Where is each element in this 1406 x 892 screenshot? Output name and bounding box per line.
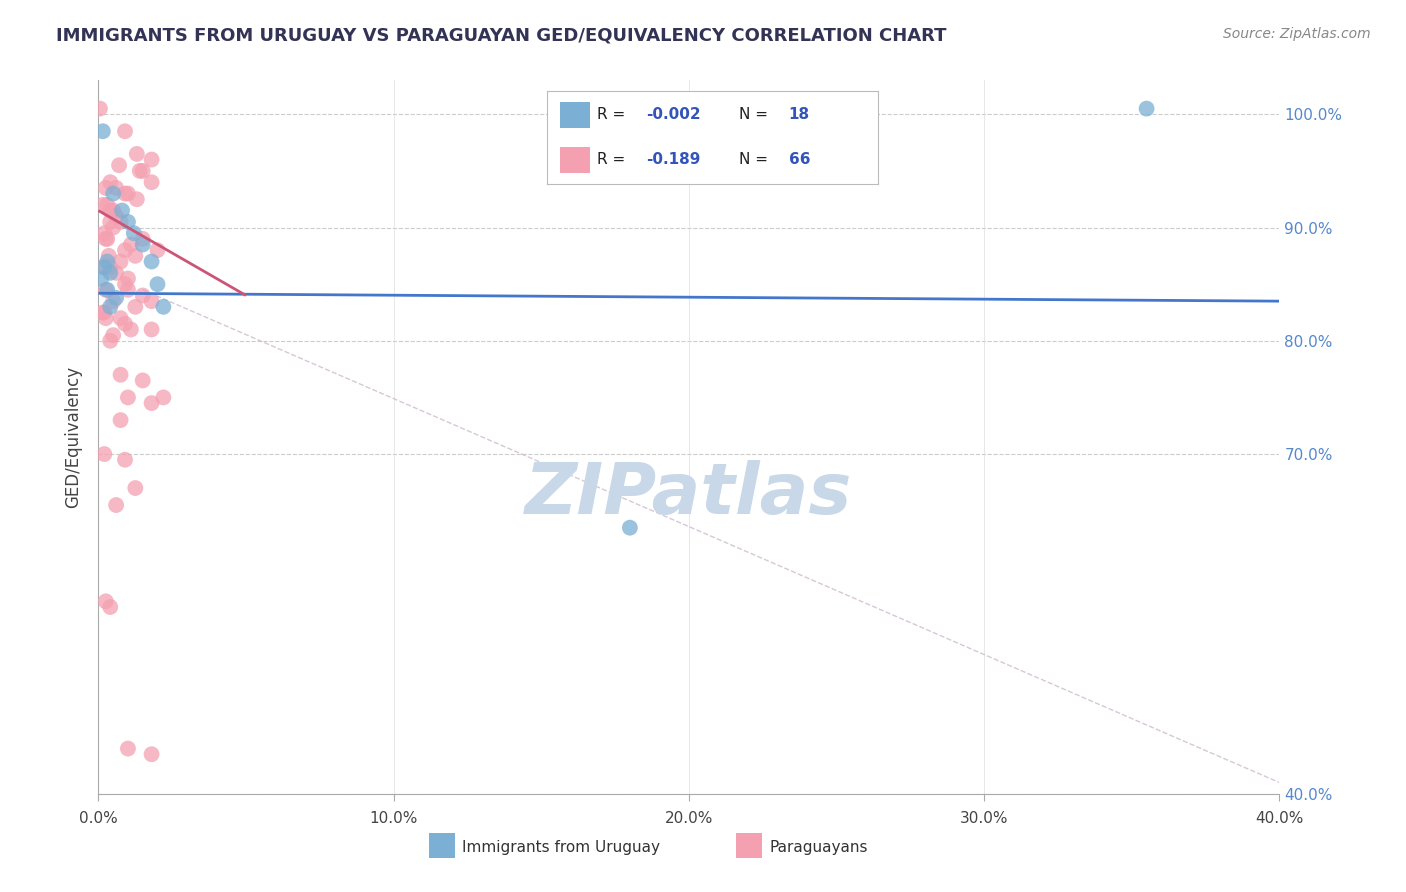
Point <box>91 198 114 212</box>
Point <box>97 249 120 263</box>
Point <box>117 283 139 297</box>
Point <box>117 741 139 756</box>
Point <box>141 254 163 268</box>
Point <box>141 153 163 167</box>
Point <box>105 209 128 223</box>
FancyBboxPatch shape <box>737 833 762 858</box>
Point <box>110 413 132 427</box>
Point <box>96 198 118 212</box>
Point <box>103 186 125 201</box>
Y-axis label: GED/Equivalency: GED/Equivalency <box>65 366 83 508</box>
Point <box>117 271 139 285</box>
Point <box>141 294 163 309</box>
Point <box>111 203 134 218</box>
Text: 30.0%: 30.0% <box>960 811 1008 826</box>
Text: 10.0%: 10.0% <box>370 811 418 826</box>
Point <box>122 226 145 240</box>
Point <box>141 396 163 410</box>
Point <box>93 447 115 461</box>
Point <box>124 481 146 495</box>
Point <box>125 147 148 161</box>
Point <box>124 300 146 314</box>
Point <box>114 124 136 138</box>
Point <box>98 175 121 189</box>
Text: 20.0%: 20.0% <box>665 811 713 826</box>
Point <box>98 599 121 614</box>
Point <box>89 102 111 116</box>
Point <box>120 322 142 336</box>
Point <box>132 164 155 178</box>
Point <box>124 249 146 263</box>
Point <box>98 215 121 229</box>
Point <box>132 237 155 252</box>
Point <box>94 283 117 297</box>
Point <box>103 203 125 218</box>
Point <box>619 521 641 535</box>
Text: IMMIGRANTS FROM URUGUAY VS PARAGUAYAN GED/EQUIVALENCY CORRELATION CHART: IMMIGRANTS FROM URUGUAY VS PARAGUAYAN GE… <box>56 27 946 45</box>
Point <box>141 175 163 189</box>
Point <box>110 254 132 268</box>
Text: Paraguayans: Paraguayans <box>769 840 868 855</box>
Text: 0.0%: 0.0% <box>79 811 118 826</box>
Point <box>108 158 131 172</box>
Point <box>114 452 136 467</box>
Point <box>125 192 148 206</box>
Point <box>110 215 132 229</box>
Point <box>141 747 163 762</box>
Point <box>98 260 121 275</box>
Point <box>103 220 125 235</box>
Point <box>105 181 128 195</box>
Point <box>98 203 121 218</box>
Point <box>103 328 125 343</box>
Point <box>98 334 121 348</box>
Point <box>114 186 136 201</box>
FancyBboxPatch shape <box>429 833 456 858</box>
Point <box>94 232 117 246</box>
Point <box>120 237 142 252</box>
Point <box>96 283 118 297</box>
Point <box>94 594 117 608</box>
Point <box>141 322 163 336</box>
Point <box>132 374 155 388</box>
Point <box>114 317 136 331</box>
Point <box>110 368 132 382</box>
Point <box>128 164 150 178</box>
Point <box>152 300 174 314</box>
Point <box>93 305 115 319</box>
Point <box>91 260 114 275</box>
Point <box>91 305 114 319</box>
Point <box>105 291 128 305</box>
Point <box>94 181 117 195</box>
Point <box>117 186 139 201</box>
Text: Source: ZipAtlas.com: Source: ZipAtlas.com <box>1223 27 1371 41</box>
Point <box>98 300 121 314</box>
Point <box>96 232 118 246</box>
Point <box>146 243 169 257</box>
Point <box>114 243 136 257</box>
Point <box>117 215 139 229</box>
Point <box>114 277 136 292</box>
Point <box>110 311 132 326</box>
Point <box>94 311 117 326</box>
Text: Immigrants from Uruguay: Immigrants from Uruguay <box>463 840 661 855</box>
Point <box>103 294 125 309</box>
Point <box>117 391 139 405</box>
Point <box>96 254 118 268</box>
Point <box>98 266 121 280</box>
Text: ZIPatlas: ZIPatlas <box>526 459 852 529</box>
Point <box>152 391 174 405</box>
Point <box>90 271 112 285</box>
Point <box>91 124 114 138</box>
Text: 40.0%: 40.0% <box>1256 811 1303 826</box>
Point <box>105 498 128 512</box>
Point <box>1136 102 1159 116</box>
Point <box>132 232 155 246</box>
Point <box>93 260 115 275</box>
Point <box>93 226 115 240</box>
Point <box>105 266 128 280</box>
Point <box>146 277 169 292</box>
Point <box>132 288 155 302</box>
